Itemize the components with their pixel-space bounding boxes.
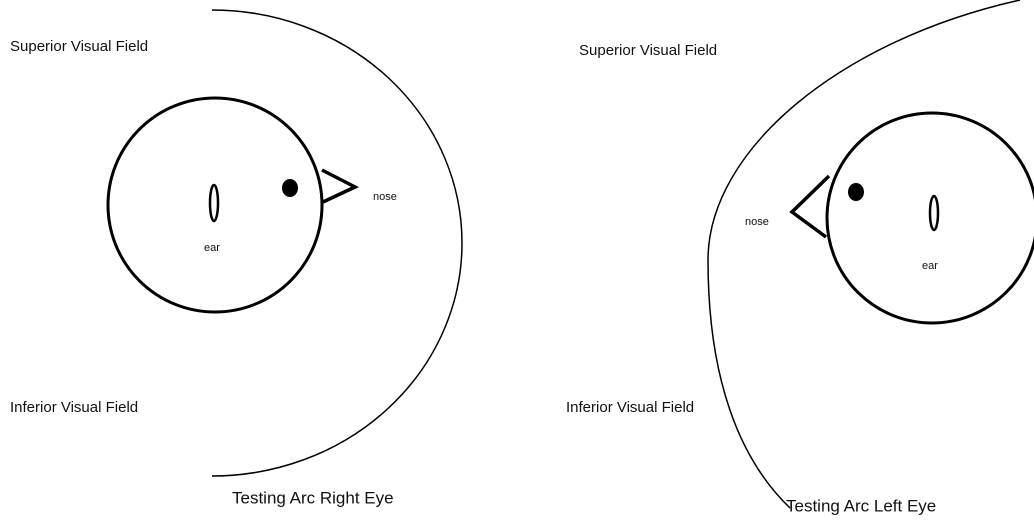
nose-shape bbox=[322, 170, 355, 202]
caption: Testing Arc Right Eye bbox=[232, 488, 394, 507]
head bbox=[108, 98, 322, 312]
superior-label: Superior Visual Field bbox=[10, 38, 148, 55]
inferior-label: Inferior Visual Field bbox=[566, 399, 694, 416]
ear-shape bbox=[210, 185, 218, 221]
superior-label: Superior Visual Field bbox=[579, 42, 717, 59]
inferior-label: Inferior Visual Field bbox=[10, 399, 138, 416]
caption: Testing Arc Left Eye bbox=[786, 496, 936, 515]
panel-left-eye: Superior Visual Field Inferior Visual Fi… bbox=[566, 0, 1034, 515]
panel-right-eye: Superior Visual Field Inferior Visual Fi… bbox=[10, 10, 462, 507]
ear-label: ear bbox=[922, 260, 938, 272]
testing-arc bbox=[708, 0, 1020, 508]
diagram: Superior Visual Field Inferior Visual Fi… bbox=[0, 0, 1034, 521]
eye bbox=[848, 183, 864, 201]
nose-label: nose bbox=[745, 216, 769, 228]
page: {"panels": [ {"superior": "Superior Visu… bbox=[0, 0, 1034, 521]
ear-label: ear bbox=[204, 242, 220, 254]
ear-shape bbox=[930, 196, 938, 230]
testing-arc bbox=[212, 10, 462, 476]
eye bbox=[282, 179, 298, 197]
nose-label: nose bbox=[373, 191, 397, 203]
nose-shape bbox=[792, 176, 829, 237]
